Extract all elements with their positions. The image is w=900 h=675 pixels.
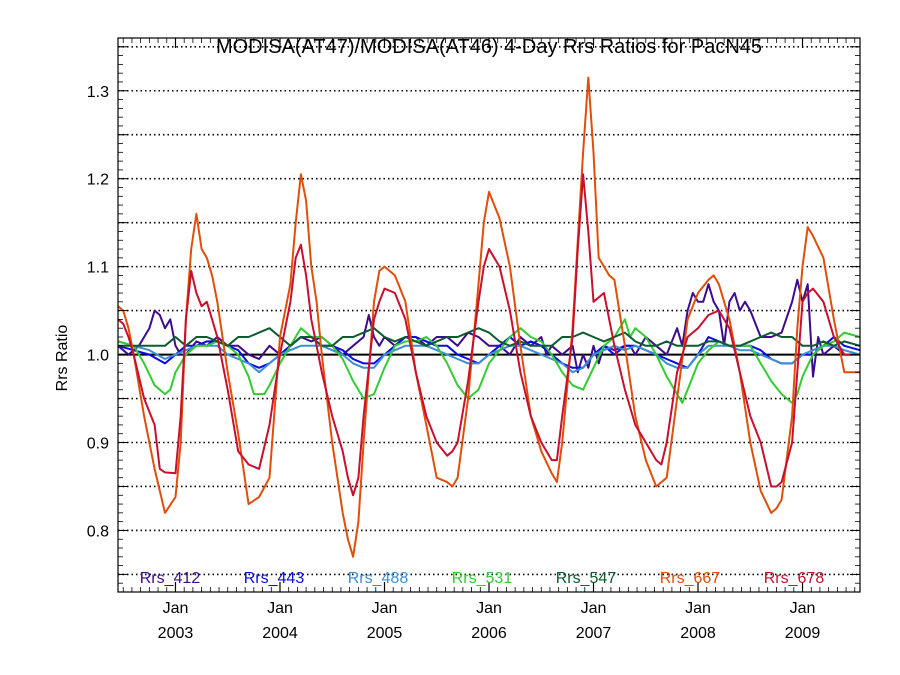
y-axis-ticks: 0.8 0.9 1.0 1.1 1.2 1.3 xyxy=(87,46,860,584)
y-tick-label: 1.3 xyxy=(87,84,109,101)
x-tick-label-year: 2007 xyxy=(576,625,612,642)
plot-frame xyxy=(117,37,861,593)
legend-entry-rrs-547: Rrs_547 xyxy=(556,570,617,587)
legend: Rrs_412 Rrs_443 Rrs_488 Rrs_531 Rrs_547 Rrs_6… xyxy=(140,570,825,587)
data-series xyxy=(117,76,861,558)
legend-entry-rrs-412: Rrs_412 xyxy=(140,570,201,587)
y-tick-label: 1.2 xyxy=(87,172,109,189)
x-tick-label-month: Jan xyxy=(685,600,711,617)
series-line-rrs-678 xyxy=(117,173,860,497)
y-tick-label: 1.1 xyxy=(87,260,109,277)
legend-entry-rrs-488: Rrs_488 xyxy=(348,570,409,587)
y-tick-label: 1.0 xyxy=(87,348,109,365)
series-line-rrs-667 xyxy=(117,76,860,558)
legend-entry-rrs-443: Rrs_443 xyxy=(244,570,305,587)
legend-entry-rrs-667: Rrs_667 xyxy=(660,570,721,587)
x-tick-label-month: Jan xyxy=(372,600,398,617)
plot-border xyxy=(117,37,861,593)
legend-entry-rrs-678: Rrs_678 xyxy=(764,570,825,587)
x-tick-label-month: Jan xyxy=(581,600,607,617)
grid-lines xyxy=(118,45,860,576)
x-tick-label-year: 2008 xyxy=(680,625,716,642)
x-tick-label-month: Jan xyxy=(163,600,189,617)
y-tick-label: 0.9 xyxy=(87,436,109,453)
x-tick-label-year: 2009 xyxy=(785,625,821,642)
x-axis-ticks: Jan 2003 Jan 2004 Jan 2005 Jan 2006 Jan 2007 Jan 20… xyxy=(122,38,856,642)
x-tick-label-year: 2003 xyxy=(158,625,194,642)
y-axis-label: Rrs Ratio xyxy=(54,325,71,392)
series-line-rrs-412 xyxy=(117,278,860,378)
x-tick-label-year: 2004 xyxy=(262,625,298,642)
x-tick-label-year: 2006 xyxy=(471,625,507,642)
x-tick-label-month: Jan xyxy=(476,600,502,617)
y-tick-label: 0.8 xyxy=(87,523,109,540)
legend-entry-rrs-531: Rrs_531 xyxy=(452,570,513,587)
x-tick-label-month: Jan xyxy=(267,600,293,617)
series-line-rrs-547 xyxy=(118,327,861,347)
x-tick-label-month: Jan xyxy=(790,600,816,617)
x-tick-label-year: 2005 xyxy=(367,625,403,642)
